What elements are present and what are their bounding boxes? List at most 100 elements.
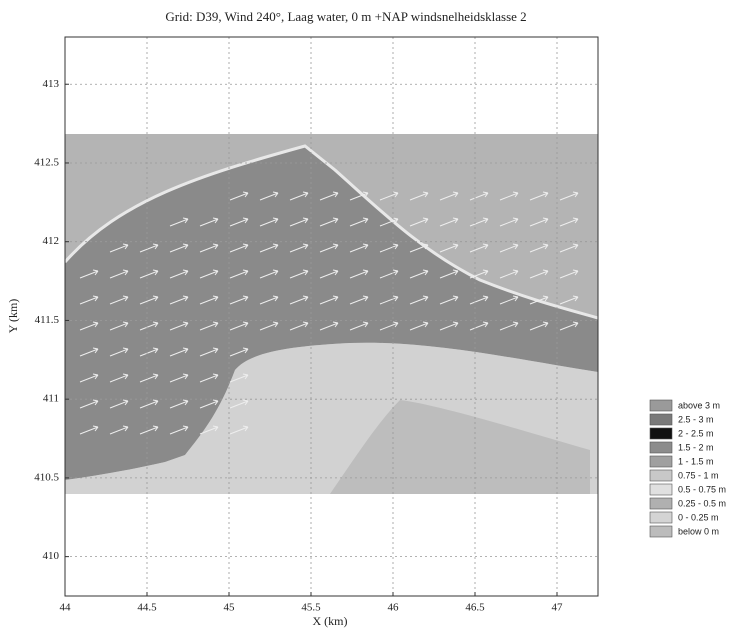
x-tick-label: 45.5 xyxy=(301,602,321,614)
y-tick-label: 412 xyxy=(43,235,60,247)
ridge xyxy=(330,400,590,494)
grid: 44 44.5 45 45.5 46 46.5 47 410 410.5 411 411.5 412 4… xyxy=(34,37,598,614)
arrow xyxy=(469,321,489,331)
arrow xyxy=(169,347,189,357)
arrow xyxy=(319,295,339,305)
arrow xyxy=(499,243,519,253)
arrow xyxy=(409,217,429,227)
arrow xyxy=(169,321,189,331)
arrow xyxy=(469,191,489,201)
arrow xyxy=(289,295,309,305)
y-tick-label: 410 xyxy=(43,550,60,562)
arrow xyxy=(229,373,249,383)
arrow xyxy=(259,243,279,253)
arrow xyxy=(439,295,459,305)
arrow xyxy=(109,347,129,357)
legend-swatch xyxy=(649,525,673,538)
field xyxy=(63,134,599,494)
arrow xyxy=(409,191,429,201)
arrow xyxy=(259,321,279,331)
arrow xyxy=(139,269,159,279)
arrow xyxy=(529,295,549,305)
arrow xyxy=(469,243,489,253)
arrow xyxy=(349,243,369,253)
y-tick-label: 412.5 xyxy=(34,157,59,169)
arrow xyxy=(379,321,399,331)
arrow xyxy=(259,191,279,201)
legend-label: above 3 m xyxy=(678,400,720,410)
arrow xyxy=(469,217,489,227)
arrow xyxy=(199,399,219,409)
chart-title: Grid: D39, Wind 240°, Laag water, 0 m +N… xyxy=(165,9,526,24)
arrow xyxy=(289,191,309,201)
y-tick-label: 410.5 xyxy=(34,471,59,483)
legend-label: 0 - 0.25 m xyxy=(678,512,719,522)
arrow xyxy=(199,373,219,383)
legend-label: 0.25 - 0.5 m xyxy=(678,498,726,508)
x-tick-label: 46.5 xyxy=(465,602,485,614)
arrow xyxy=(169,399,189,409)
y-tick-label: 411.5 xyxy=(35,314,60,326)
arrow xyxy=(169,269,189,279)
x-tick-label: 44 xyxy=(60,602,72,614)
arrow xyxy=(529,321,549,331)
arrow xyxy=(379,269,399,279)
arrow xyxy=(79,269,99,279)
arrow xyxy=(259,295,279,305)
arrow xyxy=(319,243,339,253)
legend-swatch xyxy=(649,399,673,412)
arrow xyxy=(499,217,519,227)
arrow xyxy=(439,321,459,331)
legend-swatch xyxy=(649,441,673,454)
arrow xyxy=(79,373,99,383)
legend-swatch xyxy=(649,413,673,426)
arrow xyxy=(469,295,489,305)
arrow xyxy=(199,243,219,253)
legend-label: 0.5 - 0.75 m xyxy=(678,484,726,494)
arrow xyxy=(409,269,429,279)
arrow xyxy=(169,243,189,253)
arrow xyxy=(139,347,159,357)
arrow xyxy=(229,269,249,279)
arrow xyxy=(499,295,519,305)
arrow xyxy=(169,217,189,227)
arrow xyxy=(79,347,99,357)
arrow xyxy=(319,191,339,201)
arrow xyxy=(349,217,369,227)
legend-label: 1.5 - 2 m xyxy=(678,442,714,452)
arrow xyxy=(259,217,279,227)
legend: above 3 m 2.5 - 3 m 2 - 2.5 m 1.5 - 2 m 1 - … xyxy=(649,399,726,538)
arrow xyxy=(139,373,159,383)
arrow xyxy=(109,321,129,331)
arrow xyxy=(439,217,459,227)
arrow xyxy=(379,295,399,305)
arrow xyxy=(229,321,249,331)
arrow xyxy=(139,321,159,331)
x-tick-label: 45 xyxy=(224,602,236,614)
legend-swatch xyxy=(649,483,673,496)
arrow xyxy=(169,295,189,305)
arrow xyxy=(229,295,249,305)
arrow xyxy=(559,295,579,305)
arrow xyxy=(319,217,339,227)
arrow xyxy=(319,269,339,279)
arrow xyxy=(229,425,249,435)
arrows xyxy=(79,191,579,435)
arrow xyxy=(559,243,579,253)
arrow xyxy=(379,243,399,253)
legend-label: 2.5 - 3 m xyxy=(678,414,714,424)
arrow xyxy=(229,243,249,253)
arrow xyxy=(379,217,399,227)
plot-frame xyxy=(64,36,599,597)
arrow xyxy=(79,425,99,435)
arrow xyxy=(499,191,519,201)
arrow xyxy=(79,399,99,409)
legend-swatch xyxy=(649,511,673,524)
arrow xyxy=(109,373,129,383)
arrow xyxy=(139,425,159,435)
legend-swatch xyxy=(649,455,673,468)
coastline xyxy=(63,144,599,320)
arrow xyxy=(139,399,159,409)
arrow xyxy=(139,295,159,305)
arrow xyxy=(529,243,549,253)
